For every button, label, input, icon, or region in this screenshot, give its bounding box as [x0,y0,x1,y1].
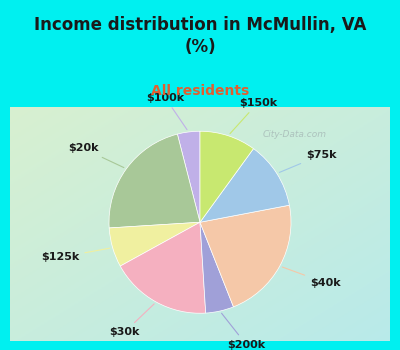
Text: $20k: $20k [68,144,124,168]
Wedge shape [200,149,289,222]
Wedge shape [200,222,234,313]
Wedge shape [120,222,206,313]
Text: $100k: $100k [146,93,187,130]
Text: $150k: $150k [230,98,277,134]
Wedge shape [200,205,291,307]
Text: $40k: $40k [282,267,341,288]
Text: Income distribution in McMullin, VA
(%): Income distribution in McMullin, VA (%) [34,16,366,56]
Text: $200k: $200k [222,313,266,350]
Wedge shape [109,134,200,228]
Wedge shape [200,131,254,222]
Text: $75k: $75k [279,150,336,173]
Wedge shape [177,131,200,222]
Text: $30k: $30k [109,304,154,337]
Text: City-Data.com: City-Data.com [263,131,327,139]
Text: $125k: $125k [41,248,110,262]
Text: All residents: All residents [151,84,249,98]
Wedge shape [109,222,200,266]
